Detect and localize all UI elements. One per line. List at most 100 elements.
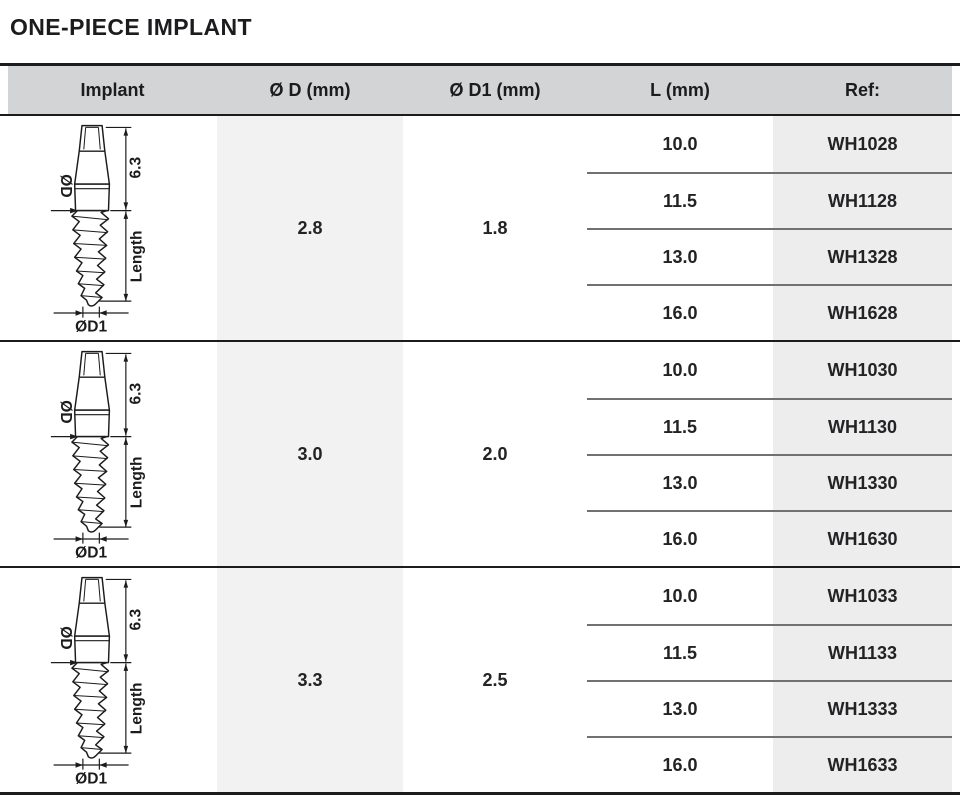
length-value: 11.5	[662, 190, 698, 211]
ref-value: WH1333	[773, 682, 952, 736]
arrowhead-down-icon	[123, 745, 128, 754]
implant-collar	[73, 409, 110, 438]
ref-value: WH1328	[773, 230, 952, 284]
arrowhead-down-icon	[123, 519, 128, 528]
length-value: 10.0	[662, 133, 698, 154]
table-row: 10.0 WH1030	[587, 342, 952, 398]
dim-line-length	[98, 663, 131, 754]
arrowhead-up-icon	[123, 354, 128, 362]
arrowhead-left-icon	[98, 762, 107, 768]
arrowhead-right-icon	[75, 536, 83, 542]
table-header-row: Implant Ø D (mm) Ø D1 (mm) L (mm) Ref:	[0, 63, 960, 116]
table-body: 6.3 ØD Length ØD1 2.8 1.8 10.0 WH1028	[0, 116, 960, 792]
dim-label-length: Length	[128, 682, 145, 734]
implant-group-row: 6.3 ØD Length ØD1 3.3 2.5 10.0 WH1033	[0, 566, 960, 792]
arrowhead-right-icon	[75, 310, 83, 316]
implant-collar	[73, 635, 110, 664]
table-row: 16.0 WH1633	[587, 736, 952, 792]
arrowhead-left-icon	[98, 310, 107, 316]
ref-value: WH1033	[773, 568, 952, 624]
subrows: 10.0 WH1033 11.5 WH1133 13.0 WH1333 16.0…	[587, 568, 952, 792]
arrowhead-up-icon	[123, 211, 128, 219]
implant-cap	[77, 124, 106, 152]
cap-facet-lines	[82, 578, 101, 602]
col-header-diameter-d: Ø D (mm)	[217, 66, 403, 114]
implant-cap	[77, 576, 106, 604]
table-row: 11.5 WH1133	[587, 624, 952, 680]
dim-line-tip-diameter	[53, 758, 129, 770]
dim-label-tip-diameter: ØD1	[75, 770, 107, 787]
table-row: 11.5 WH1130	[587, 398, 952, 454]
subrows: 10.0 WH1030 11.5 WH1130 13.0 WH1330 16.0…	[587, 342, 952, 566]
dim-label-length: Length	[128, 456, 145, 508]
implant-cell: 6.3 ØD Length ØD1	[8, 342, 217, 566]
length-value: 16.0	[662, 302, 698, 323]
col-header-ref: Ref:	[773, 66, 952, 114]
arrowhead-right-icon	[69, 659, 78, 666]
implant-technical-drawing: 6.3 ØD Length ØD1	[50, 350, 145, 561]
diameter-d-value: 3.0	[217, 342, 403, 566]
dim-line-cap-height	[105, 352, 131, 436]
ref-value: WH1633	[773, 738, 952, 792]
ref-value: WH1628	[773, 286, 952, 340]
implant-cone	[73, 602, 110, 637]
ref-value: WH1330	[773, 456, 952, 510]
thread-helix-lines	[71, 667, 109, 750]
implant-table: Implant Ø D (mm) Ø D1 (mm) L (mm) Ref:	[0, 63, 960, 795]
dim-label-diameter: ØD	[56, 626, 73, 649]
length-value: 11.5	[662, 642, 698, 663]
dim-label-diameter: ØD	[56, 174, 73, 197]
ref-value: WH1028	[773, 116, 952, 172]
cap-facet-lines	[82, 352, 101, 376]
diameter-d1-value: 2.5	[482, 669, 508, 690]
length-value: 16.0	[662, 528, 698, 549]
length-value: 13.0	[662, 698, 698, 719]
dim-label-cap-height: 6.3	[127, 157, 144, 179]
table-row: 10.0 WH1028	[587, 116, 952, 172]
col-header-diameter-d1: Ø D1 (mm)	[403, 66, 587, 114]
diameter-d-value: 2.8	[217, 116, 403, 340]
length-value: 13.0	[662, 246, 698, 267]
ref-value: WH1133	[773, 626, 952, 680]
arrowhead-left-icon	[98, 536, 107, 542]
table-row: 13.0 WH1330	[587, 454, 952, 510]
ref-value: WH1030	[773, 342, 952, 398]
implant-cone	[73, 376, 110, 411]
diameter-d1-value: 2.0	[482, 443, 508, 464]
arrowhead-down-icon	[123, 654, 128, 662]
diameter-d1-value: 1.8	[482, 217, 508, 238]
dim-line-cap-height	[105, 578, 131, 662]
dim-label-cap-height: 6.3	[127, 383, 144, 405]
dim-line-tip-diameter	[53, 532, 129, 544]
header-left-spacer	[0, 66, 8, 114]
implant-cell: 6.3 ØD Length ØD1	[8, 568, 217, 792]
table-row: 16.0 WH1630	[587, 510, 952, 566]
implant-cap	[77, 350, 106, 378]
implant-technical-drawing: 6.3 ØD Length ØD1	[50, 576, 145, 787]
cap-facet-lines	[82, 126, 101, 150]
table-row: 10.0 WH1033	[587, 568, 952, 624]
ref-value: WH1130	[773, 400, 952, 454]
arrowhead-down-icon	[123, 293, 128, 302]
dim-line-length	[98, 211, 131, 302]
dim-label-cap-height: 6.3	[127, 609, 144, 631]
dim-line-cap-height	[105, 126, 131, 210]
header-right-spacer	[952, 66, 960, 114]
dim-line-length	[98, 437, 131, 528]
thread-helix-lines	[71, 215, 109, 298]
implant-collar	[73, 183, 110, 212]
table-row: 13.0 WH1328	[587, 228, 952, 284]
arrowhead-down-icon	[123, 202, 128, 210]
table-row: 16.0 WH1628	[587, 284, 952, 340]
dim-label-diameter: ØD	[56, 400, 73, 423]
implant-technical-drawing: 6.3 ØD Length ØD1	[50, 124, 145, 335]
table-row: 11.5 WH1128	[587, 172, 952, 228]
page-title: ONE-PIECE IMPLANT	[10, 14, 252, 40]
length-value: 13.0	[662, 472, 698, 493]
arrowhead-up-icon	[123, 128, 128, 136]
thread-helix-lines	[71, 441, 109, 524]
ref-value: WH1630	[773, 512, 952, 566]
arrowhead-right-icon	[69, 433, 78, 440]
col-header-length: L (mm)	[587, 66, 773, 114]
